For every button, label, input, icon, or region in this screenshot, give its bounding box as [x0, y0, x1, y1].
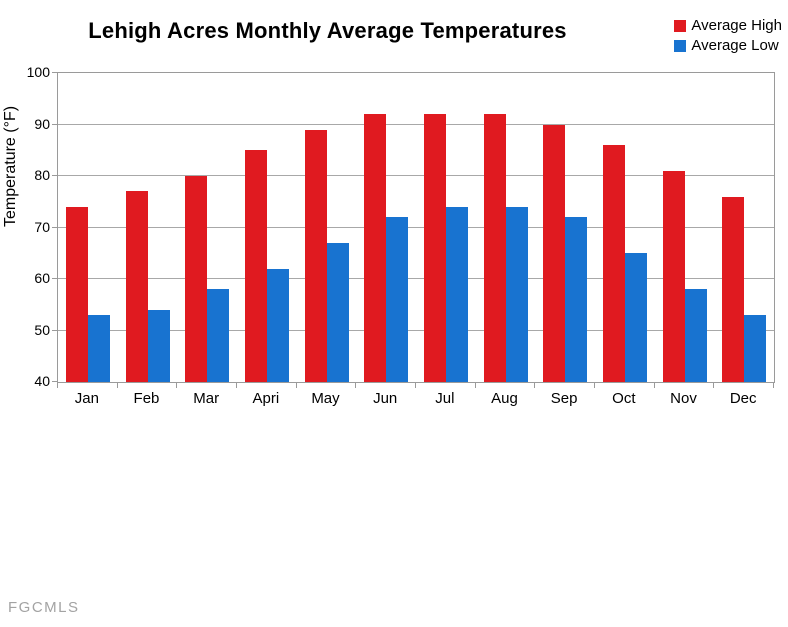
- x-tick-mark: [773, 382, 774, 388]
- bar-high-dec: [722, 196, 745, 382]
- bar-high-aug: [483, 114, 506, 382]
- bar-group-aug: [476, 73, 536, 382]
- bar-group-jun: [356, 73, 416, 382]
- bar-low-jun: [386, 217, 409, 382]
- bar-high-sep: [543, 124, 566, 382]
- x-tick-mark: [653, 382, 655, 388]
- y-tick-mark: [52, 72, 57, 73]
- x-tick-mark: [355, 382, 357, 388]
- bar-groups: [58, 73, 774, 382]
- x-tick-mark: [415, 382, 416, 388]
- bar-low-jul: [445, 206, 468, 382]
- x-tick-label-jun: Jun: [373, 390, 398, 407]
- plot-area: [57, 72, 775, 383]
- bar-group-oct: [595, 73, 655, 382]
- bar-group-jul: [416, 73, 476, 382]
- chart-title: Lehigh Acres Monthly Average Temperature…: [88, 18, 567, 43]
- legend-swatch-high-icon: [674, 19, 687, 32]
- bar-group-may: [297, 73, 357, 382]
- x-tick-label-feb: Feb: [133, 390, 160, 407]
- bar-group-feb: [118, 73, 178, 382]
- gridline: [58, 278, 774, 279]
- x-tick-mark: [534, 382, 536, 388]
- bar-low-nov: [684, 289, 707, 382]
- bar-high-jul: [423, 114, 446, 382]
- bar-high-nov: [662, 170, 685, 382]
- bar-low-oct: [624, 253, 647, 382]
- bar-low-apri: [266, 268, 289, 382]
- bar-high-oct: [602, 145, 625, 382]
- legend-swatch-low-icon: [674, 39, 687, 52]
- bar-group-apri: [237, 73, 297, 382]
- bar-high-may: [304, 129, 327, 382]
- y-tick-label: 100: [26, 64, 50, 80]
- x-tick-label-sep: Sep: [550, 390, 578, 407]
- x-tick-label-nov: Nov: [670, 390, 697, 407]
- y-tick-label: 40: [34, 373, 50, 389]
- bar-low-aug: [505, 206, 528, 382]
- y-tick-mark: [52, 175, 57, 176]
- gridline: [58, 226, 774, 228]
- x-tick-label-jan: Jan: [74, 390, 99, 407]
- legend-label-average-high: Average High: [691, 17, 782, 34]
- legend-label-average-low: Average Low: [691, 37, 779, 54]
- x-tick-label-oct: Oct: [612, 390, 636, 407]
- bar-low-sep: [565, 217, 588, 382]
- legend: Average High Average Low: [674, 17, 782, 54]
- bar-high-mar: [185, 176, 208, 382]
- x-tick-label-aug: Aug: [491, 390, 518, 407]
- x-tick-mark: [57, 382, 58, 388]
- y-tick-mark: [52, 329, 57, 331]
- y-tick-label: 80: [34, 167, 50, 183]
- watermark: FGCMLS: [8, 599, 80, 616]
- y-tick-label: 70: [34, 218, 50, 235]
- x-tick-label-mar: Mar: [193, 390, 220, 407]
- x-tick-mark: [713, 382, 715, 388]
- x-tick-mark: [176, 382, 178, 388]
- bar-group-mar: [177, 73, 237, 382]
- bar-low-dec: [744, 315, 767, 382]
- bar-high-feb: [125, 191, 148, 382]
- bar-low-feb: [147, 309, 170, 382]
- x-tick-label-apri: Apri: [252, 390, 280, 407]
- bar-high-jun: [364, 114, 387, 382]
- x-tick-mark: [474, 382, 476, 388]
- bar-group-nov: [655, 73, 715, 382]
- x-tick-mark: [295, 382, 297, 388]
- y-tick-mark: [52, 123, 57, 125]
- gridline: [58, 175, 774, 176]
- bar-group-sep: [535, 73, 595, 382]
- x-tick-label-jul: Jul: [435, 390, 455, 407]
- y-tick-label: 90: [34, 115, 50, 132]
- bar-high-apri: [244, 150, 267, 382]
- x-tick-label-dec: Dec: [729, 390, 757, 407]
- x-tick-mark: [594, 382, 595, 388]
- x-tick-mark: [236, 382, 237, 388]
- bar-group-jan: [58, 73, 118, 382]
- y-tick-mark: [52, 381, 57, 382]
- gridline: [58, 329, 774, 331]
- x-tick-mark: [116, 382, 118, 388]
- legend-item-average-high: Average High: [674, 17, 782, 34]
- y-tick-mark: [52, 226, 57, 228]
- legend-item-average-low: Average Low: [674, 37, 782, 54]
- y-tick-label: 50: [34, 321, 50, 338]
- y-tick-mark: [52, 278, 57, 279]
- bar-low-may: [326, 242, 349, 382]
- y-tick-label: 60: [34, 270, 50, 286]
- bar-group-dec: [714, 73, 774, 382]
- bar-high-jan: [65, 206, 88, 382]
- bar-low-mar: [207, 289, 230, 382]
- gridline: [58, 123, 774, 125]
- bar-low-jan: [87, 315, 110, 382]
- x-tick-label-may: May: [311, 390, 340, 407]
